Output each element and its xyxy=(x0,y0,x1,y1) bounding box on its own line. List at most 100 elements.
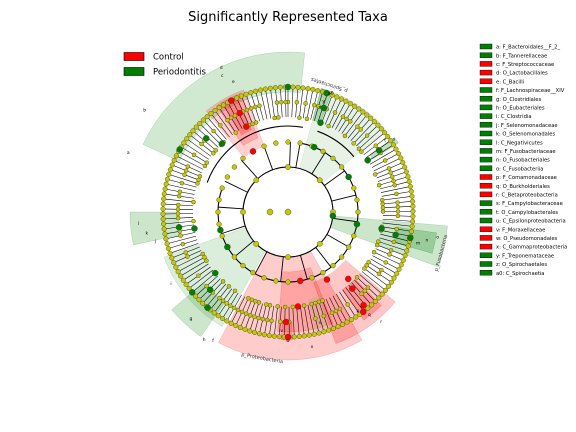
leaf-node xyxy=(343,98,349,104)
key-swatch xyxy=(479,217,493,224)
clade-letter: a xyxy=(127,151,130,156)
periodontitis-node xyxy=(345,173,352,181)
internal-node xyxy=(264,317,270,323)
leaf-node xyxy=(184,136,190,142)
leaf-node xyxy=(316,330,322,336)
internal-node xyxy=(294,100,300,105)
key-swatch xyxy=(479,209,493,215)
class-node xyxy=(273,278,279,284)
leaf-node xyxy=(405,174,411,180)
tree-branch xyxy=(382,222,413,227)
internal-node xyxy=(244,107,250,113)
leaf-node xyxy=(186,285,192,291)
legend-label-control: Control xyxy=(153,53,184,63)
phylum-node xyxy=(285,164,291,170)
internal-node xyxy=(380,197,385,203)
key-swatch xyxy=(479,113,493,119)
leaf-node xyxy=(393,146,399,152)
periodontitis-node xyxy=(317,119,324,126)
leaf-node xyxy=(160,201,166,207)
internal-node xyxy=(199,141,204,147)
leaf-node xyxy=(385,134,391,140)
phylum-node xyxy=(240,209,246,215)
leaf-node xyxy=(196,297,202,303)
tree-branch xyxy=(306,89,314,119)
tree-branch xyxy=(240,159,259,179)
internal-node xyxy=(313,316,318,321)
tree-branch xyxy=(364,268,389,287)
leaf-node xyxy=(395,151,401,157)
tree-branch xyxy=(296,306,300,337)
key-label: u: C_Epsilonproteobacteria xyxy=(496,219,566,225)
tree-branch xyxy=(175,253,203,268)
key-swatch xyxy=(479,78,493,85)
leaf-node xyxy=(261,332,267,338)
key-swatch xyxy=(479,235,493,241)
tree-branch xyxy=(168,174,198,184)
class-node xyxy=(224,174,230,180)
legend-swatch-periodontitis xyxy=(123,67,145,76)
class-node xyxy=(240,263,246,269)
leaf-node xyxy=(267,85,273,91)
leaf-node xyxy=(160,211,166,217)
tree-branch xyxy=(369,148,397,165)
leaf-node xyxy=(277,84,283,90)
key-label: d: O_Lactobacillales xyxy=(496,71,548,77)
leaf-node xyxy=(237,325,243,331)
internal-node xyxy=(233,130,238,135)
internal-node xyxy=(204,258,209,263)
internal-node xyxy=(391,178,396,184)
tree-branch xyxy=(183,142,210,160)
class-node xyxy=(240,155,246,161)
internal-node xyxy=(204,283,209,289)
clade-letter: z xyxy=(318,106,321,111)
leaf-node xyxy=(407,183,413,189)
leaf-node xyxy=(388,279,394,285)
tree-branch xyxy=(378,241,407,252)
tree-branch xyxy=(289,142,291,168)
taxa-key: a: F_Bacteroidales__F_2_ b: F_Tannerellac… xyxy=(479,43,567,277)
leaf-node xyxy=(378,126,384,132)
class-node xyxy=(231,254,237,260)
clade-letter: p xyxy=(357,309,360,314)
tree-branch xyxy=(270,88,275,118)
leaf-node xyxy=(242,326,248,332)
leaf-node xyxy=(315,88,321,94)
leaf-node xyxy=(161,196,167,202)
tree-branch xyxy=(263,146,274,170)
internal-node xyxy=(213,148,218,153)
class-node xyxy=(216,197,222,203)
tree-branch xyxy=(291,87,294,118)
internal-node xyxy=(326,123,331,129)
tree-branch xyxy=(188,269,214,289)
leaf-node xyxy=(382,130,388,136)
periodontitis-node xyxy=(375,147,383,154)
internal-node xyxy=(232,288,238,294)
legend-swatch-control xyxy=(123,52,145,61)
class-node xyxy=(320,270,326,276)
leaf-node xyxy=(193,293,199,299)
key-swatch xyxy=(479,95,493,102)
internal-node xyxy=(247,313,253,318)
leaf-node xyxy=(167,167,173,173)
leaf-node xyxy=(410,208,416,214)
tree-branch xyxy=(303,305,310,336)
leaf-node xyxy=(375,122,381,128)
tree-branch xyxy=(307,304,315,335)
chart-title: Significantly Represented Taxa xyxy=(188,10,388,25)
tree-branch xyxy=(214,110,233,136)
internal-node xyxy=(224,301,229,306)
internal-node xyxy=(376,182,382,188)
leaf-node xyxy=(291,334,297,340)
leaf-node xyxy=(376,295,382,301)
internal-node xyxy=(344,116,349,122)
clade-letter: t xyxy=(384,137,386,143)
key-label: g: O_Clostridiales xyxy=(496,97,541,103)
tree-branch xyxy=(300,306,305,336)
leaf-node xyxy=(253,88,259,94)
tree-branch xyxy=(254,251,268,275)
key-swatch xyxy=(479,174,493,180)
key-swatch xyxy=(479,191,493,198)
internal-node xyxy=(253,120,259,125)
control-node xyxy=(345,275,352,283)
